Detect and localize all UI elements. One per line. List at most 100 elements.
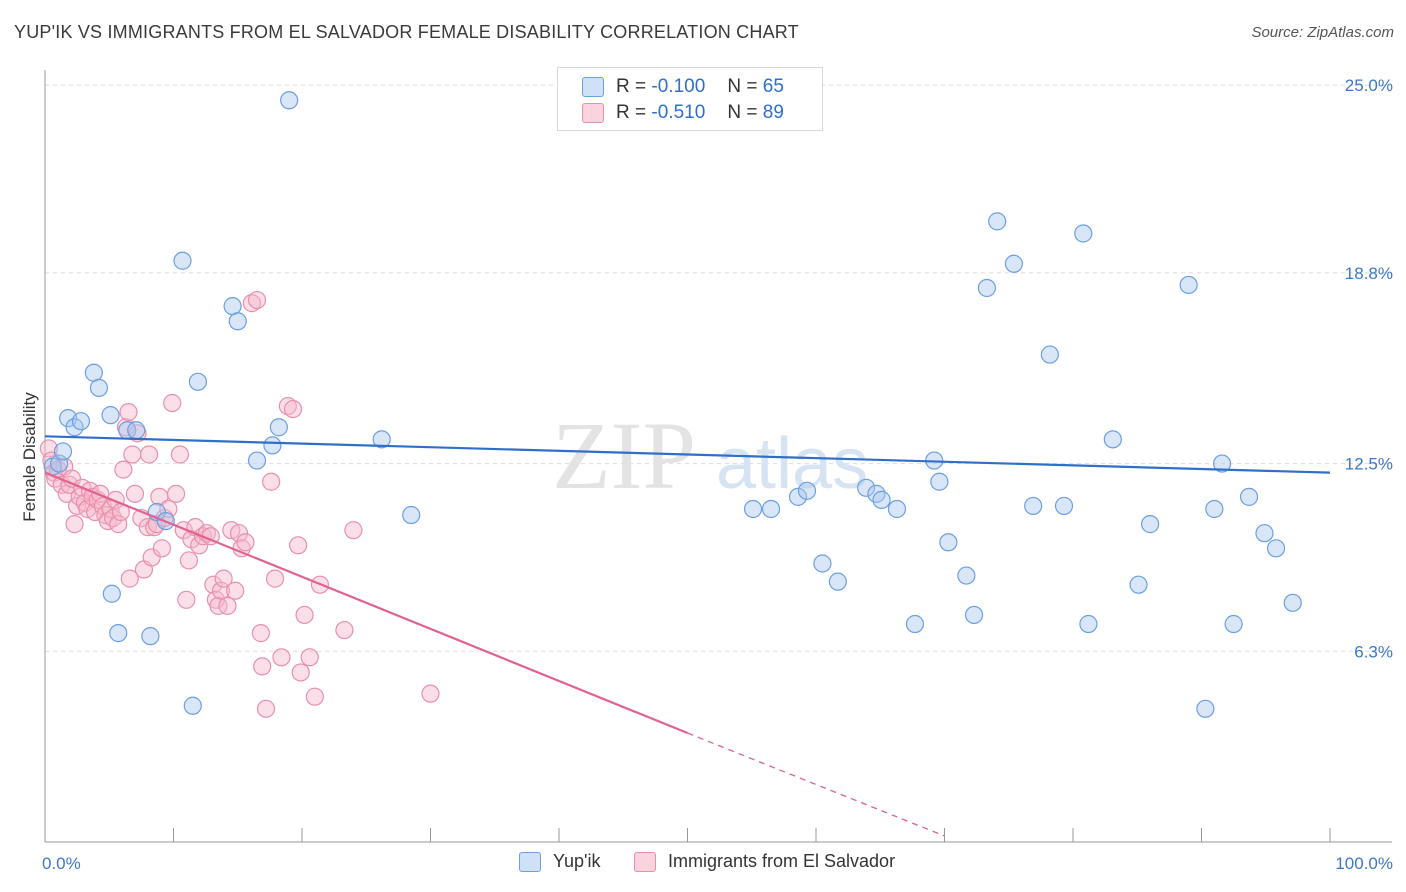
data-point <box>89 378 109 397</box>
data-point <box>256 699 276 718</box>
data-point <box>1040 345 1059 364</box>
data-point <box>988 212 1007 231</box>
data-point <box>114 460 133 479</box>
data-point <box>166 484 186 503</box>
data-point <box>743 499 763 519</box>
data-point <box>291 663 310 682</box>
data-point <box>120 569 139 588</box>
data-point <box>177 590 196 609</box>
chart-title: YUP'IK VS IMMIGRANTS FROM EL SALVADOR FE… <box>14 22 799 42</box>
y-tick-label: 25.0% <box>1345 76 1393 95</box>
data-point <box>887 499 907 519</box>
data-point <box>236 533 255 552</box>
chart-source: Source: ZipAtlas.com <box>1251 24 1394 41</box>
data-point <box>119 403 138 422</box>
legend-n-label: N = <box>727 102 758 123</box>
data-point <box>214 569 233 588</box>
data-point <box>930 472 949 491</box>
data-point <box>141 627 160 646</box>
legend-swatch-el-salvador <box>582 103 604 123</box>
data-point <box>402 505 421 525</box>
data-point <box>905 614 925 634</box>
series-el-salvador-points <box>39 290 440 718</box>
data-point <box>128 424 147 443</box>
data-point <box>289 536 308 555</box>
legend-r-value: -0.510 <box>651 102 706 123</box>
trend-lines <box>44 435 1331 837</box>
data-point <box>145 518 164 537</box>
data-point <box>125 484 145 503</box>
data-point <box>101 406 120 425</box>
data-point <box>1079 614 1098 634</box>
data-point <box>253 657 272 676</box>
data-point <box>65 515 84 534</box>
legend-row-el-salvador: R = -0.510 N = 89 <box>582 100 784 126</box>
data-point <box>1283 593 1302 612</box>
legend-item-el-salvador[interactable]: Immigrants from El Salvador <box>634 851 895 872</box>
data-point <box>123 445 142 464</box>
data-point <box>226 581 245 600</box>
data-point <box>372 430 391 449</box>
data-point <box>173 251 192 270</box>
data-point <box>228 312 247 331</box>
legend-item-yupik[interactable]: Yup'ik <box>519 851 600 872</box>
data-point <box>280 91 299 110</box>
data-point <box>152 539 172 558</box>
gridlines <box>45 84 1392 652</box>
y-tick-label: 18.8% <box>1345 264 1393 283</box>
series-yupik-points <box>43 76 1302 718</box>
data-point <box>251 624 270 643</box>
correlation-legend: R = -0.100 N = 65 R = -0.510 N = 89 <box>557 67 823 131</box>
data-point <box>295 605 314 625</box>
data-point <box>263 436 282 455</box>
data-point <box>116 418 136 437</box>
series-legend: Yup'ik Immigrants from El Salvador <box>0 851 1406 877</box>
data-point <box>1004 254 1023 273</box>
data-point <box>1212 454 1232 473</box>
data-point <box>977 278 997 298</box>
data-point <box>269 418 288 437</box>
data-point <box>272 648 291 667</box>
data-point <box>335 620 354 640</box>
data-point <box>1196 699 1215 718</box>
data-point <box>957 566 976 585</box>
data-point <box>84 363 103 382</box>
x-tick-label-min: 0.0% <box>42 854 81 873</box>
data-point <box>1024 496 1043 516</box>
data-point <box>872 490 891 509</box>
data-point <box>300 648 319 667</box>
trend-line-el-salvador-extrapolated <box>687 732 945 837</box>
legend-swatch-el-salvador <box>634 851 656 872</box>
data-point <box>223 297 242 316</box>
legend-swatch-yupik <box>519 851 541 872</box>
data-point <box>1103 430 1122 449</box>
data-point <box>188 372 208 391</box>
data-point <box>761 499 781 519</box>
legend-row-yupik: R = -0.100 N = 65 <box>582 74 784 100</box>
data-point <box>229 524 249 543</box>
data-point <box>174 521 193 540</box>
data-point <box>1266 539 1286 558</box>
data-point <box>1179 275 1198 295</box>
data-point <box>305 687 324 706</box>
data-point <box>170 445 190 464</box>
legend-n-label: N = <box>727 76 758 97</box>
y-tick-label: 12.5% <box>1345 455 1393 474</box>
y-axis-title: Female Disability <box>20 392 39 522</box>
watermark: ZIP atlas <box>552 402 868 509</box>
data-point <box>109 624 128 643</box>
data-point <box>788 487 808 506</box>
y-tick-label: 6.3% <box>1354 642 1393 661</box>
data-point <box>50 454 69 473</box>
legend-label-el-salvador: Immigrants from El Salvador <box>668 851 896 871</box>
watermark-zip: ZIP <box>552 402 696 509</box>
data-point <box>283 399 303 419</box>
data-point <box>278 396 297 416</box>
data-point <box>179 551 199 570</box>
data-point <box>421 684 440 703</box>
data-point <box>139 445 159 464</box>
data-point <box>813 554 832 573</box>
data-point <box>163 393 182 413</box>
legend-label-yupik: Yup'ik <box>553 851 601 871</box>
